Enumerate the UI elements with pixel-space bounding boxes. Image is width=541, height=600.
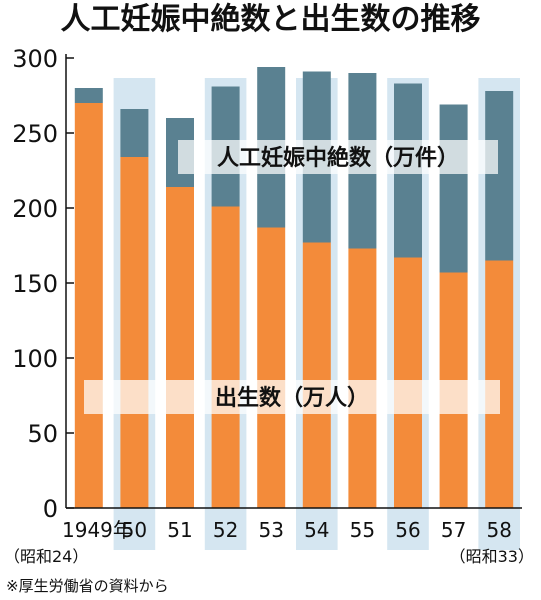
x-tick-label-6: 55: [350, 518, 375, 542]
bar-abortions-1: [120, 109, 149, 157]
x-tick-label-7: 56: [395, 518, 420, 542]
x-tick-label-3: 52: [213, 518, 238, 542]
bar-births-5: [302, 242, 331, 508]
series-label-abortions-bg: [178, 140, 498, 174]
era-label-first: （昭和24）: [4, 547, 88, 566]
bar-births-0: [74, 103, 103, 508]
series-label-births: 出生数（万人）: [215, 385, 369, 411]
axes: 0 50 100 150 200 250 300: [12, 45, 522, 523]
y-tick-label-100: 100: [12, 345, 58, 373]
x-tick-label-9: 58: [486, 518, 511, 542]
bar-births-6: [348, 248, 377, 508]
x-tick-label-2: 51: [167, 518, 192, 542]
y-tick-label-50: 50: [27, 420, 58, 448]
bar-abortions-8: [439, 104, 468, 273]
x-tick-label-8: 57: [441, 518, 466, 542]
bar-abortions-9: [485, 91, 514, 261]
x-tick-label-0: 1949年: [62, 518, 133, 542]
series-label-births-bg: [84, 380, 500, 414]
y-tick-label-0: 0: [43, 495, 58, 523]
chart-title: 人工妊娠中絶数と出生数の推移: [60, 2, 481, 37]
bar-births-3: [211, 206, 240, 508]
bar-abortions-0: [74, 88, 103, 103]
series-labels: 人工妊娠中絶数（万件） 出生数（万人）: [84, 140, 500, 414]
series-label-abortions: 人工妊娠中絶数（万件）: [217, 145, 459, 171]
bar-births-4: [257, 227, 286, 508]
x-tick-label-5: 54: [304, 518, 329, 542]
source-note: ※厚生労働省の資料から: [6, 577, 169, 595]
y-tick-label-200: 200: [12, 195, 58, 223]
y-tick-label-150: 150: [12, 270, 58, 298]
era-label-last: （昭和33）: [450, 547, 534, 566]
y-tick-label-300: 300: [12, 45, 58, 73]
bar-births-1: [120, 157, 149, 508]
x-tick-label-1: 50: [122, 518, 147, 542]
x-tick-label-4: 53: [258, 518, 283, 542]
bar-births-2: [166, 187, 194, 508]
bars: [74, 67, 514, 508]
y-tick-label-250: 250: [12, 120, 58, 148]
